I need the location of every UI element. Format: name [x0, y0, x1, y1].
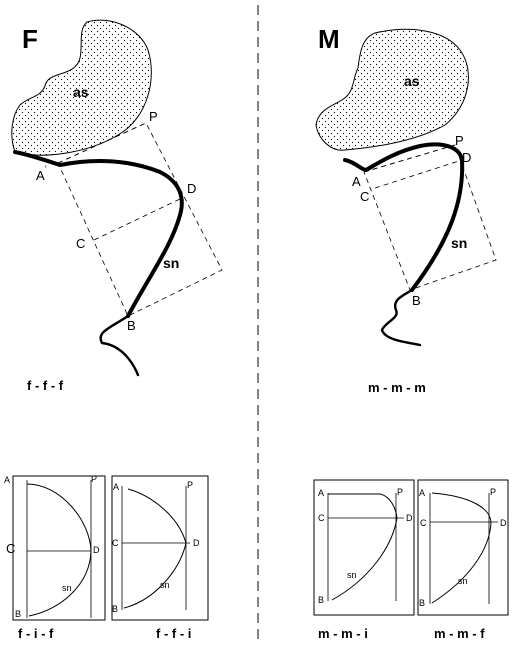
sinus-tail-m [380, 288, 422, 347]
box4-b: B [419, 598, 425, 608]
line-c-d-m [374, 159, 463, 189]
box1-c: C [6, 541, 15, 556]
sinus-contour-f [13, 150, 184, 318]
box1-a: A [4, 475, 10, 485]
code-right-main: m - m - m [368, 380, 426, 395]
box1-b: B [15, 609, 21, 619]
box3-d: D [406, 513, 413, 523]
box3-curve [331, 517, 398, 601]
box3-p: P [397, 487, 403, 497]
box2-b: B [112, 604, 118, 614]
box3-a: A [318, 488, 324, 498]
code-box1: f - i - f [18, 626, 54, 641]
panel-f: F as A ' P D C B sn f - f - f [11, 19, 223, 393]
box4-c: C [420, 518, 427, 528]
as-region-m [315, 28, 469, 151]
point-a-m: A [352, 174, 361, 189]
box4-d: D [500, 518, 507, 528]
label-sn-m: sn [451, 235, 467, 251]
box-m-m-i: A P C D B sn m - m - i [313, 479, 415, 641]
box4-sn: sn [458, 576, 468, 586]
label-as-m: as [404, 73, 420, 89]
box3-c: C [318, 513, 325, 523]
box-frame-1 [12, 475, 106, 621]
box2-p: P [187, 480, 193, 490]
panel-letter-m: M [318, 24, 340, 54]
box3-b: B [318, 595, 324, 605]
box3-sn: sn [347, 570, 357, 580]
box1-p: P [91, 474, 97, 484]
code-box2: f - f - i [156, 626, 191, 641]
box2-a: A [113, 482, 119, 492]
panel-m: M as A P D C B sn m - m - m [315, 24, 497, 395]
box-frame-4 [417, 479, 509, 616]
label-as-f: as [73, 84, 89, 100]
box-f-f-i: A P C D B sn f - f - i [111, 475, 209, 641]
measure-rect-m [363, 144, 497, 291]
box4-curve [431, 492, 492, 604]
box-m-m-f: A P C D B sn m - m - f [417, 479, 509, 641]
label-sn-f: sn [163, 255, 179, 271]
box1-sn: sn [62, 583, 72, 593]
point-d-f: D [187, 181, 196, 196]
box2-c: C [112, 538, 119, 548]
sinus-contour-m [343, 142, 465, 292]
point-a-f: A [36, 168, 45, 183]
point-c-f: C [76, 236, 85, 251]
code-box4: m - m - f [434, 626, 485, 641]
point-b-m: B [412, 293, 421, 308]
point-p-f: P [149, 109, 158, 124]
point-b-f: B [127, 318, 136, 333]
box2-curve [123, 488, 187, 609]
box2-d: D [193, 538, 200, 548]
box4-a: A [419, 488, 425, 498]
box2-sn: sn [160, 580, 170, 590]
code-box3: m - m - i [318, 626, 368, 641]
line-c-d-f [93, 197, 183, 241]
box1-curve [26, 483, 92, 617]
box3-top [328, 493, 398, 519]
code-left-main: f - f - f [27, 378, 64, 393]
panel-letter-f: F [22, 24, 38, 54]
box-frame-3 [313, 479, 415, 616]
box-frame-2 [111, 475, 209, 621]
point-a-tick-f: ' [45, 164, 47, 174]
box1-d: D [93, 545, 100, 555]
measure-rect-f [57, 122, 223, 317]
point-p-m: P [455, 133, 464, 148]
as-region-f [11, 19, 152, 156]
point-d-m: D [462, 150, 471, 165]
point-c-m: C [360, 189, 369, 204]
box-f-i-f: A P C D B sn f - i - f [4, 474, 106, 641]
box4-p: P [490, 487, 496, 497]
sinus-tail-f [99, 314, 140, 377]
